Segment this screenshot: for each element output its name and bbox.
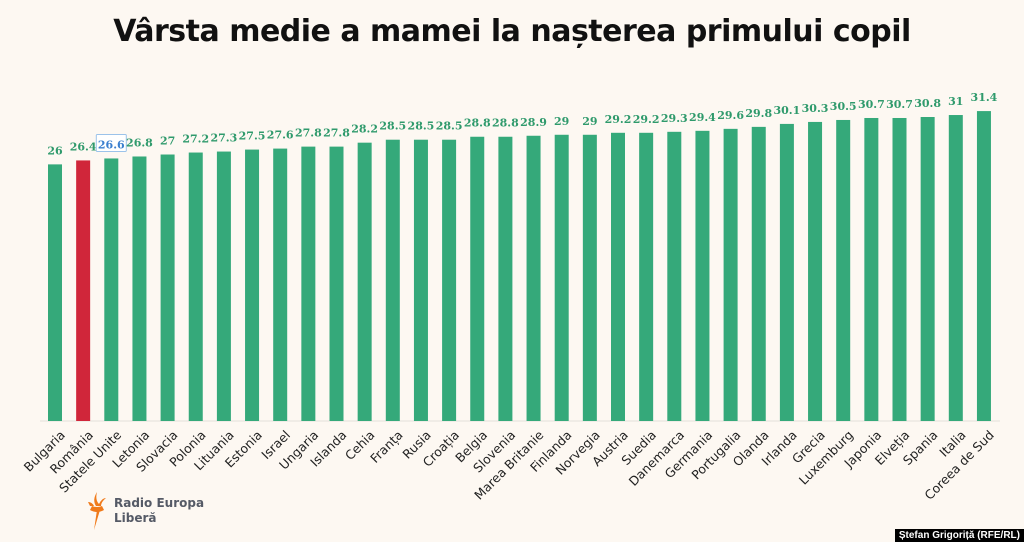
data-label: 28.8	[464, 117, 491, 130]
bar	[611, 132, 625, 421]
data-label: 26.6	[98, 138, 125, 151]
bar	[132, 156, 147, 421]
rfe-logo: Radio Europa Liberă	[86, 492, 204, 530]
data-label: 31	[948, 95, 963, 108]
data-label: 26.4	[70, 140, 97, 153]
bar	[695, 130, 710, 421]
bar	[864, 117, 879, 421]
torch-icon	[88, 492, 106, 530]
bar	[442, 139, 457, 421]
bar	[245, 149, 260, 421]
logo-line1: Radio Europa	[114, 496, 205, 510]
data-label: 27.2	[182, 133, 209, 146]
data-label: 28.9	[520, 116, 547, 129]
data-label: 29.4	[689, 111, 716, 124]
bar	[554, 134, 569, 421]
data-label: 30.3	[802, 102, 829, 115]
bar	[273, 148, 288, 421]
data-label: 29.2	[633, 113, 660, 126]
bar	[104, 158, 119, 421]
data-label: 28.8	[492, 117, 519, 130]
bar	[160, 154, 175, 421]
data-label: 30.7	[858, 98, 885, 111]
data-label: 27.6	[267, 129, 294, 142]
logo-line2: Liberă	[114, 511, 157, 525]
data-label: 29	[554, 115, 569, 128]
bar	[470, 136, 485, 421]
bar	[385, 139, 400, 421]
bar	[723, 128, 738, 421]
data-label: 28.5	[436, 120, 463, 133]
data-label: 28.5	[408, 120, 435, 133]
data-label: 27.8	[295, 127, 322, 140]
bar	[976, 111, 991, 421]
data-label: 30.1	[774, 104, 801, 117]
bar	[779, 123, 794, 422]
bar	[301, 146, 316, 421]
bar	[836, 119, 851, 421]
data-label: 26.8	[126, 136, 153, 149]
bar	[582, 134, 597, 421]
bar	[920, 117, 935, 421]
data-label: 27.3	[211, 132, 238, 145]
bar	[357, 142, 372, 421]
bar	[188, 152, 203, 421]
bar	[329, 146, 344, 421]
data-label: 30.8	[914, 97, 941, 110]
bar	[892, 117, 907, 421]
data-label: 31.4	[971, 91, 998, 104]
data-label: 29.3	[661, 112, 688, 125]
bar	[48, 164, 62, 421]
credit: Ștefan Grigoriță (RFE/RL)	[894, 529, 1024, 542]
data-label: 29.2	[605, 113, 632, 126]
bar	[639, 132, 654, 421]
bar	[76, 160, 91, 421]
data-label: 29.8	[745, 107, 772, 120]
data-label: 29.6	[717, 109, 744, 122]
bar	[526, 135, 541, 421]
data-label: 28.5	[379, 120, 406, 133]
data-label: 27.5	[239, 130, 266, 143]
data-label: 28.2	[351, 123, 378, 136]
bar	[808, 121, 823, 422]
chart-title: Vârsta medie a mamei la nașterea primulu…	[113, 14, 911, 49]
data-label: 27.8	[323, 127, 350, 140]
bar	[948, 115, 963, 421]
bar	[751, 126, 766, 422]
data-label: 30.7	[886, 98, 913, 111]
data-label: 29	[582, 115, 597, 128]
data-label-box	[95, 133, 127, 152]
bar	[498, 136, 513, 421]
bar	[667, 131, 682, 421]
data-label: 30.5	[830, 100, 857, 113]
data-label: 26	[47, 144, 63, 157]
data-label: 27	[160, 135, 175, 148]
bar	[413, 139, 428, 421]
category-label: Franța	[367, 427, 406, 466]
bar	[216, 151, 231, 421]
